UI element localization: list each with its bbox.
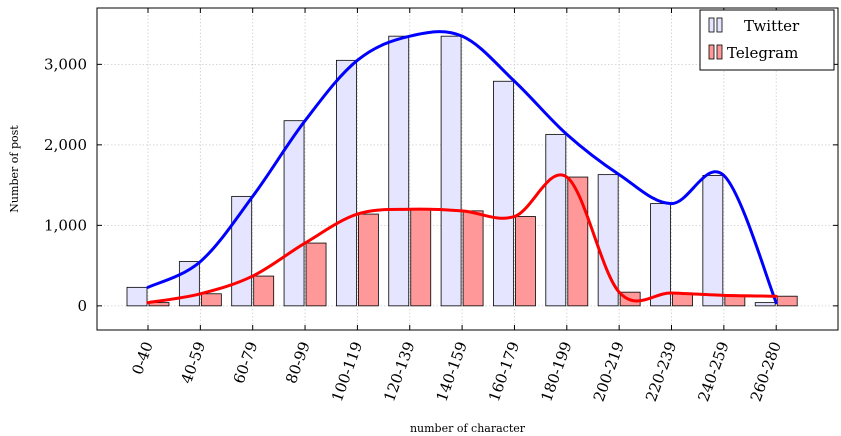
bar-twitter-80-99 bbox=[283, 120, 305, 307]
x-tick-label: 80-99 bbox=[282, 339, 314, 386]
x-tick-label: 0-40 bbox=[128, 339, 156, 377]
trend-lines-layer bbox=[146, 30, 778, 305]
bar-twitter-180-199 bbox=[545, 133, 567, 307]
bar-telegram-120-139 bbox=[410, 208, 432, 307]
bar-twitter-260-280 bbox=[754, 302, 776, 307]
y-tick-label: 3,000 bbox=[44, 55, 87, 73]
bar-twitter-120-139 bbox=[388, 35, 410, 307]
x-tick-label: 260-280 bbox=[747, 339, 785, 404]
trend-line-telegram bbox=[146, 173, 778, 305]
y-tick-labels: 0 1,000 2,000 3,000 bbox=[44, 55, 87, 315]
plot-frame bbox=[96, 7, 839, 331]
bar-telegram-100-119 bbox=[357, 213, 379, 307]
y-tick-label: 0 bbox=[77, 297, 87, 315]
x-axis-label: number of character bbox=[410, 422, 526, 435]
bar-twitter-240-259 bbox=[702, 175, 724, 307]
x-tick-label: 60-79 bbox=[230, 339, 262, 386]
bar-telegram-0-40 bbox=[148, 302, 170, 307]
bar-telegram-140-159 bbox=[462, 210, 484, 307]
y-axis-label: Number of post bbox=[8, 125, 21, 213]
bar-telegram-80-99 bbox=[305, 242, 327, 307]
legend: Twitter Telegram bbox=[699, 9, 835, 71]
x-tick-label: 120-139 bbox=[380, 339, 418, 404]
x-tick-label: 140-159 bbox=[433, 339, 471, 404]
y-tick-label: 1,000 bbox=[44, 216, 87, 234]
x-tick-label: 220-239 bbox=[642, 339, 680, 404]
bar-telegram-160-179 bbox=[515, 216, 536, 307]
bar-twitter-0-40 bbox=[126, 286, 148, 307]
x-tick-label: 100-119 bbox=[328, 339, 366, 404]
trend-line-twitter bbox=[146, 30, 778, 305]
legend-label-twitter: Twitter bbox=[744, 17, 800, 35]
x-tick-label: 160-179 bbox=[485, 339, 523, 404]
bar-twitter-200-219 bbox=[597, 174, 619, 307]
x-tick-label: 240-259 bbox=[694, 339, 732, 404]
x-tick-label: 40-59 bbox=[177, 339, 209, 386]
legend-swatch-telegram bbox=[716, 44, 723, 60]
legend-swatch-twitter bbox=[716, 17, 723, 33]
bar-twitter-220-239 bbox=[650, 203, 671, 307]
bar-twitter-160-179 bbox=[493, 80, 514, 307]
bars-layer bbox=[126, 35, 798, 307]
x-tick-label: 180-199 bbox=[537, 339, 575, 404]
bar-telegram-60-79 bbox=[253, 275, 275, 307]
legend-swatch-telegram bbox=[708, 44, 715, 60]
x-tick-label: 200-219 bbox=[590, 339, 628, 404]
legend-label-telegram: Telegram bbox=[727, 44, 798, 62]
y-tick-label: 2,000 bbox=[44, 136, 87, 154]
bar-telegram-40-59 bbox=[200, 293, 222, 307]
bar-telegram-180-199 bbox=[567, 176, 589, 307]
x-tick-labels: 0-40 40-59 60-79 80-99 100-119 120-139 140-159… bbox=[128, 339, 785, 404]
bar-telegram-260-280 bbox=[776, 295, 798, 307]
bar-twitter-140-159 bbox=[440, 35, 462, 307]
legend-swatch-twitter bbox=[708, 17, 715, 33]
bar-twitter-100-119 bbox=[335, 59, 357, 307]
